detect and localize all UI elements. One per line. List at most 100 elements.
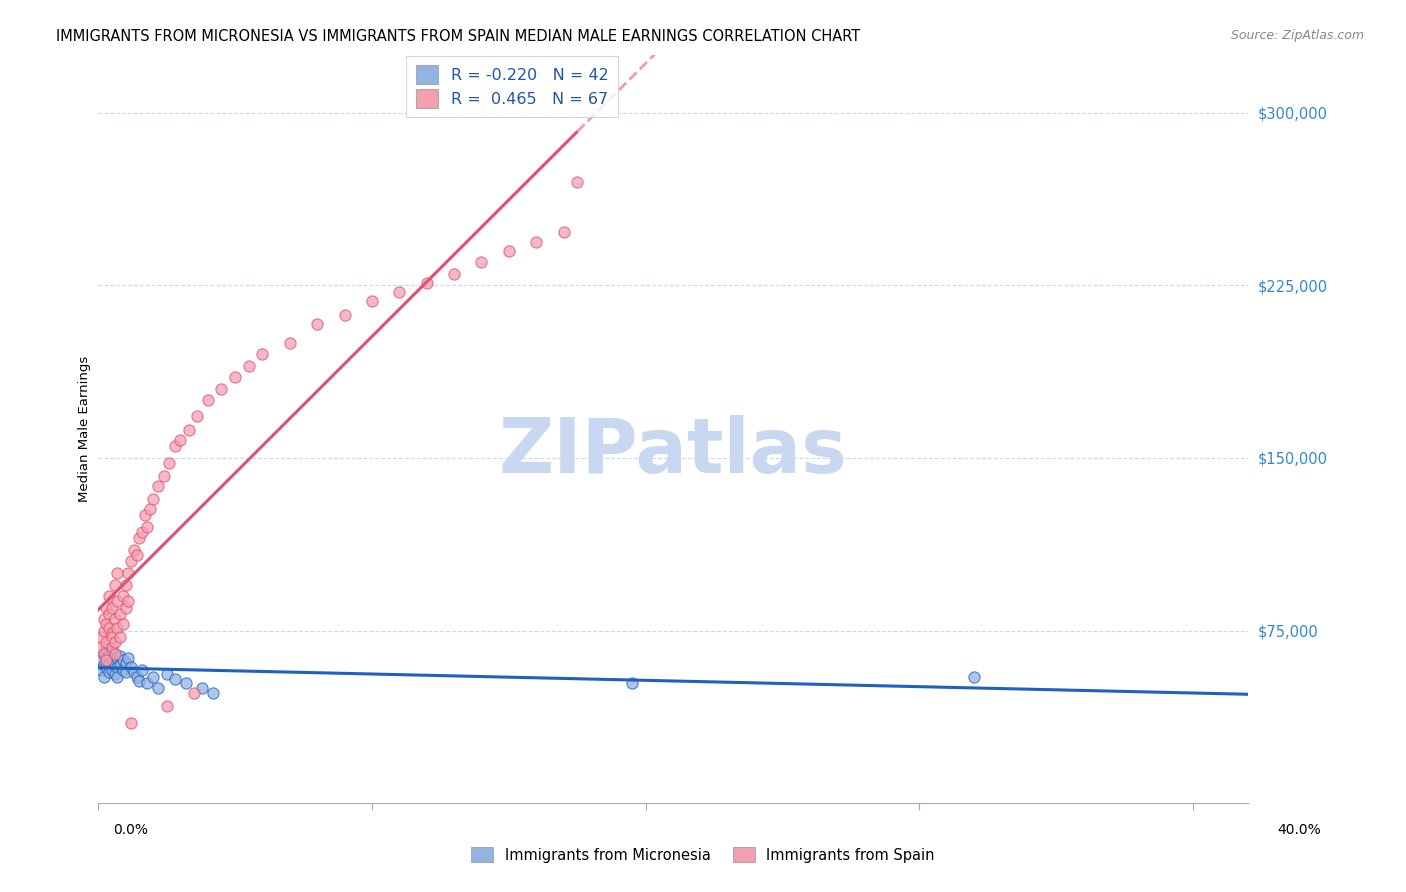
Point — [183, 686, 205, 700]
Point — [122, 665, 145, 679]
Point — [108, 607, 131, 622]
Point — [125, 669, 148, 683]
Point — [153, 469, 176, 483]
Point — [415, 276, 437, 290]
Point — [101, 653, 124, 667]
Point — [105, 621, 128, 635]
Point — [104, 577, 127, 591]
Point — [174, 676, 197, 690]
Point — [498, 244, 520, 258]
Point — [620, 676, 643, 690]
Point — [148, 478, 170, 492]
Point — [361, 294, 384, 309]
Point — [134, 508, 156, 523]
Point — [177, 423, 200, 437]
Point — [96, 600, 118, 615]
Point — [98, 621, 121, 635]
Point — [105, 593, 128, 607]
Point — [96, 653, 118, 667]
Point — [93, 669, 115, 683]
Point — [111, 589, 134, 603]
Point — [142, 492, 165, 507]
Point — [388, 285, 411, 300]
Point — [169, 433, 191, 447]
Point — [117, 651, 139, 665]
Point — [108, 631, 131, 645]
Point — [104, 647, 127, 661]
Point — [101, 600, 124, 615]
Point — [186, 409, 208, 424]
Legend: Immigrants from Micronesia, Immigrants from Spain: Immigrants from Micronesia, Immigrants f… — [465, 841, 941, 869]
Point — [104, 612, 127, 626]
Point — [125, 548, 148, 562]
Point — [114, 600, 136, 615]
Point — [128, 532, 150, 546]
Point — [101, 631, 124, 645]
Point — [202, 686, 225, 700]
Point — [197, 393, 219, 408]
Point — [93, 647, 115, 661]
Point — [96, 642, 118, 657]
Text: IMMIGRANTS FROM MICRONESIA VS IMMIGRANTS FROM SPAIN MEDIAN MALE EARNINGS CORRELA: IMMIGRANTS FROM MICRONESIA VS IMMIGRANTS… — [56, 29, 860, 45]
Point — [98, 665, 121, 679]
Point — [105, 669, 128, 683]
Point — [278, 335, 301, 350]
Point — [104, 658, 127, 673]
Point — [108, 648, 131, 663]
Point — [114, 577, 136, 591]
Point — [105, 651, 128, 665]
Text: 0.0%: 0.0% — [114, 823, 148, 837]
Point — [111, 616, 134, 631]
Point — [120, 554, 142, 568]
Legend: R = -0.220   N = 42, R =  0.465   N = 67: R = -0.220 N = 42, R = 0.465 N = 67 — [406, 55, 619, 118]
Point — [98, 648, 121, 663]
Point — [96, 616, 118, 631]
Point — [101, 640, 124, 654]
Point — [136, 520, 159, 534]
Point — [104, 667, 127, 681]
Y-axis label: Median Male Earnings: Median Male Earnings — [79, 356, 91, 502]
Point — [163, 672, 186, 686]
Point — [139, 501, 162, 516]
Point — [470, 255, 492, 269]
Point — [128, 674, 150, 689]
Point — [238, 359, 260, 373]
Point — [252, 347, 274, 361]
Point — [157, 456, 180, 470]
Point — [191, 681, 214, 695]
Point — [163, 439, 186, 453]
Point — [148, 681, 170, 695]
Point — [96, 635, 118, 649]
Point — [104, 647, 127, 661]
Point — [114, 656, 136, 670]
Point — [98, 656, 121, 670]
Point — [553, 225, 575, 239]
Point — [122, 543, 145, 558]
Point — [108, 658, 131, 673]
Point — [90, 663, 112, 677]
Point — [224, 370, 246, 384]
Point — [104, 635, 127, 649]
Point — [156, 667, 179, 681]
Point — [114, 665, 136, 679]
Point — [98, 607, 121, 622]
Point — [156, 699, 179, 714]
Point — [101, 663, 124, 677]
Text: 40.0%: 40.0% — [1277, 823, 1322, 837]
Point — [120, 715, 142, 730]
Point — [117, 566, 139, 580]
Point — [105, 660, 128, 674]
Point — [963, 669, 986, 683]
Point — [93, 612, 115, 626]
Point — [131, 663, 153, 677]
Point — [111, 663, 134, 677]
Point — [117, 593, 139, 607]
Point — [101, 625, 124, 640]
Point — [98, 589, 121, 603]
Point — [567, 175, 589, 189]
Point — [142, 669, 165, 683]
Point — [96, 651, 118, 665]
Point — [307, 318, 329, 332]
Point — [443, 267, 465, 281]
Point — [131, 524, 153, 539]
